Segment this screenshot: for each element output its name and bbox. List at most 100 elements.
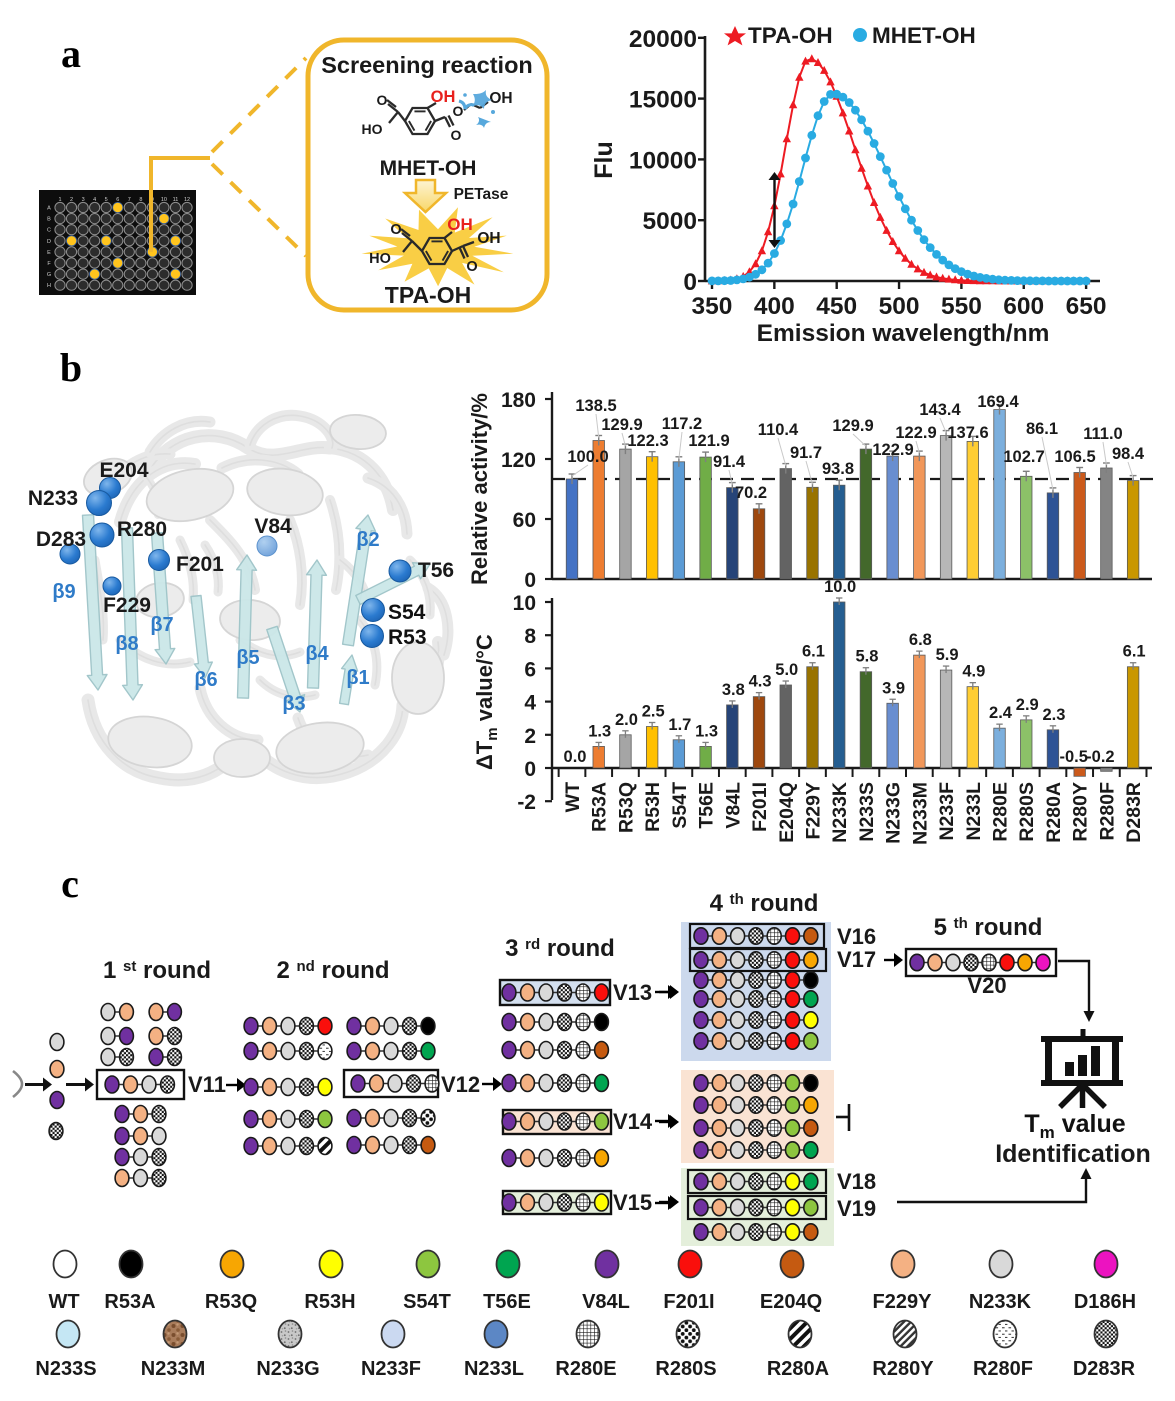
svg-text:MHET-OH: MHET-OH xyxy=(380,157,477,180)
svg-text:D283: D283 xyxy=(36,528,86,551)
svg-text:V13: V13 xyxy=(613,980,652,1005)
svg-text:6.8: 6.8 xyxy=(909,631,932,649)
svg-text:V18: V18 xyxy=(837,1169,876,1194)
svg-text:V17: V17 xyxy=(837,947,876,972)
svg-text:O: O xyxy=(390,222,401,238)
svg-text:MHET-OH: MHET-OH xyxy=(872,23,976,48)
svg-text:S54T: S54T xyxy=(403,1291,451,1313)
svg-text:N233S: N233S xyxy=(35,1358,96,1380)
svg-text:3: 3 xyxy=(82,197,85,203)
svg-text:N233F: N233F xyxy=(936,782,958,841)
svg-text:V15: V15 xyxy=(613,1190,652,1215)
svg-text:-0.5: -0.5 xyxy=(1059,748,1087,766)
svg-text:T56E: T56E xyxy=(696,782,718,829)
svg-text:122.9: 122.9 xyxy=(895,424,936,442)
svg-text:106.5: 106.5 xyxy=(1054,448,1095,466)
svg-text:4.9: 4.9 xyxy=(962,663,985,681)
svg-text:R280E: R280E xyxy=(990,782,1012,842)
svg-text:OH: OH xyxy=(447,215,473,234)
svg-text:122.9: 122.9 xyxy=(872,441,913,459)
svg-text:V12: V12 xyxy=(441,1072,480,1097)
svg-text:F201I: F201I xyxy=(749,782,771,832)
svg-text:T56: T56 xyxy=(418,559,454,582)
svg-text:1 st round: 1 st round xyxy=(103,957,211,984)
svg-text:650: 650 xyxy=(1066,293,1107,320)
svg-text:2 nd round: 2 nd round xyxy=(277,957,390,984)
svg-text:B: B xyxy=(47,217,51,223)
svg-text:Identification: Identification xyxy=(995,1140,1151,1168)
svg-text:D283R: D283R xyxy=(1073,1358,1136,1380)
svg-text:0: 0 xyxy=(683,269,697,296)
svg-text:110.4: 110.4 xyxy=(758,421,799,439)
svg-text:10000: 10000 xyxy=(629,147,697,174)
svg-text:WT: WT xyxy=(562,782,584,812)
svg-text:R53A: R53A xyxy=(589,782,611,832)
svg-text:F201: F201 xyxy=(176,553,224,576)
svg-text:1.3: 1.3 xyxy=(695,722,718,740)
svg-text:15000: 15000 xyxy=(629,87,697,114)
svg-text:0.0: 0.0 xyxy=(564,748,587,766)
svg-text:100.0: 100.0 xyxy=(567,448,608,466)
svg-text:V84L: V84L xyxy=(722,782,744,829)
svg-text:7: 7 xyxy=(128,197,131,203)
svg-text:6: 6 xyxy=(116,197,119,203)
svg-text:a: a xyxy=(61,31,81,76)
svg-text:HO: HO xyxy=(362,121,383,137)
svg-text:129.9: 129.9 xyxy=(601,416,642,434)
svg-text:102.7: 102.7 xyxy=(1003,448,1044,466)
svg-text:OH: OH xyxy=(489,90,512,107)
svg-text:A: A xyxy=(47,206,51,212)
svg-text:E204: E204 xyxy=(99,459,148,482)
svg-text:91.4: 91.4 xyxy=(713,453,746,471)
svg-text:Flu: Flu xyxy=(590,141,618,179)
svg-text:8: 8 xyxy=(139,197,142,203)
svg-text:4: 4 xyxy=(93,197,96,203)
svg-text:R53Q: R53Q xyxy=(615,782,637,833)
svg-text:111.0: 111.0 xyxy=(1083,425,1122,443)
svg-text:V20: V20 xyxy=(967,973,1006,998)
svg-text:5.8: 5.8 xyxy=(855,648,878,666)
svg-text:129.9: 129.9 xyxy=(832,417,873,435)
svg-text:600: 600 xyxy=(1003,293,1044,320)
svg-text:TPA-OH: TPA-OH xyxy=(385,282,471,308)
svg-text:O: O xyxy=(377,92,388,108)
svg-text:0: 0 xyxy=(524,569,536,592)
svg-text:R53H: R53H xyxy=(304,1291,355,1313)
svg-text:3.8: 3.8 xyxy=(722,681,745,699)
svg-text:70.2: 70.2 xyxy=(735,484,767,502)
svg-text:β5: β5 xyxy=(236,647,259,669)
svg-text:Emission wavelength/nm: Emission wavelength/nm xyxy=(757,320,1050,347)
svg-text:N233M: N233M xyxy=(909,782,931,845)
svg-text:β6: β6 xyxy=(194,669,217,691)
svg-text:F229Y: F229Y xyxy=(802,782,824,839)
svg-text:N233G: N233G xyxy=(256,1358,319,1380)
svg-text:10.0: 10.0 xyxy=(824,578,856,596)
svg-text:R280F: R280F xyxy=(973,1358,1033,1380)
svg-text:5000: 5000 xyxy=(642,208,697,235)
svg-text:V11: V11 xyxy=(188,1072,226,1097)
svg-text:N233F: N233F xyxy=(361,1358,421,1380)
svg-text:R280F: R280F xyxy=(1096,782,1118,841)
svg-text:86.1: 86.1 xyxy=(1026,420,1058,438)
svg-text:R280A: R280A xyxy=(767,1358,829,1380)
svg-text:5: 5 xyxy=(105,197,108,203)
svg-text:O: O xyxy=(451,127,462,143)
svg-text:121.9: 121.9 xyxy=(688,432,729,450)
svg-text:D: D xyxy=(47,239,51,245)
svg-text:2.5: 2.5 xyxy=(642,703,665,721)
svg-text:R280Y: R280Y xyxy=(872,1358,934,1380)
svg-text:R53H: R53H xyxy=(642,782,664,832)
svg-text:OH: OH xyxy=(477,230,500,247)
svg-text:PETase: PETase xyxy=(454,186,509,203)
svg-text:10: 10 xyxy=(513,592,536,615)
svg-text:500: 500 xyxy=(879,293,920,320)
svg-text:5.9: 5.9 xyxy=(936,646,959,664)
svg-text:N233L: N233L xyxy=(464,1358,524,1380)
svg-text:Relative activity/%: Relative activity/% xyxy=(467,393,492,585)
svg-text:180: 180 xyxy=(501,389,536,412)
svg-text:β2: β2 xyxy=(356,529,379,551)
svg-text:F201I: F201I xyxy=(663,1291,714,1313)
svg-text:4.3: 4.3 xyxy=(749,673,772,691)
svg-text:D186H: D186H xyxy=(1074,1291,1136,1313)
svg-text:R53A: R53A xyxy=(104,1291,155,1313)
